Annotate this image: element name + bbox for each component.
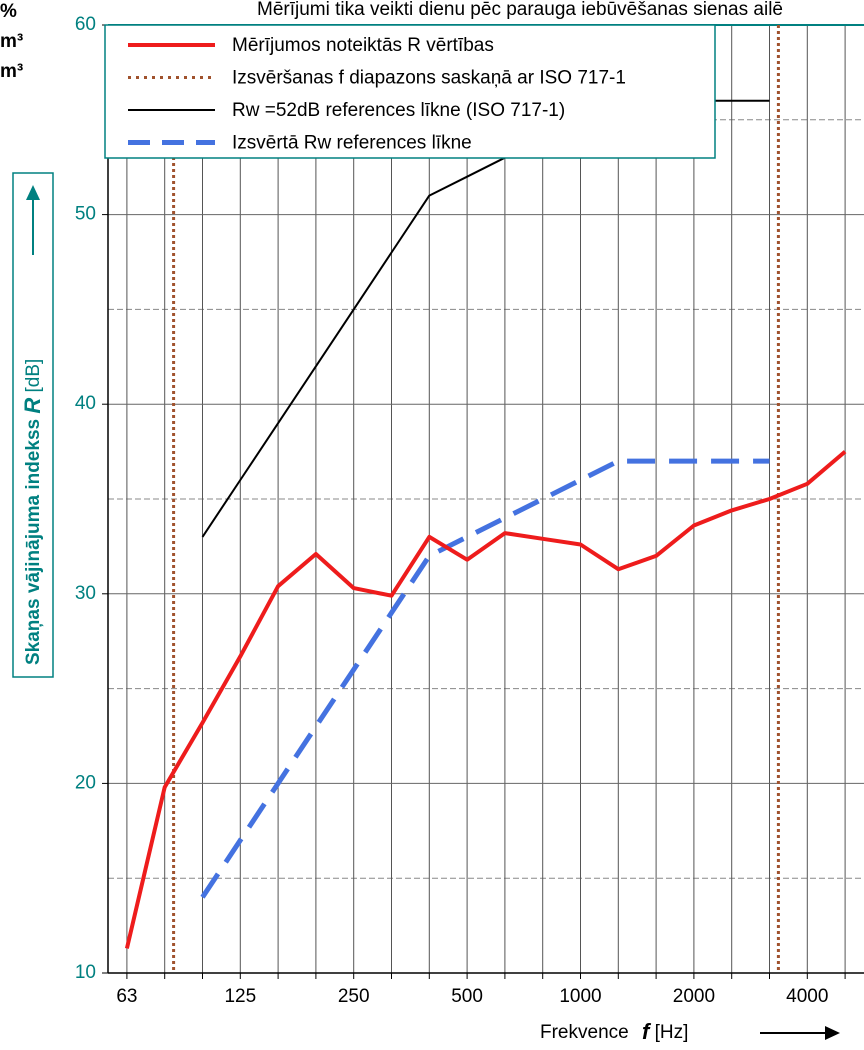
x-tick-label: 1000	[559, 986, 601, 1007]
y-label-arrowhead	[26, 185, 40, 200]
x-label-text: Frekvence	[540, 1022, 629, 1043]
corner-note: m³	[0, 31, 23, 52]
legend-box	[104, 24, 716, 159]
corner-note: m³	[0, 61, 23, 82]
y-tick-label: 10	[75, 962, 96, 983]
x-label-arrowhead	[825, 1026, 840, 1040]
x-tick-label: 125	[224, 986, 256, 1007]
series-line	[200, 458, 770, 899]
x-tick-label: 63	[116, 986, 137, 1007]
y-label-unit: [dB]	[23, 359, 44, 393]
series-line	[124, 450, 847, 949]
legend: Mērījumos noteiktās R vērtības Izsvēršana…	[104, 24, 716, 159]
x-tick-label: 4000	[786, 986, 828, 1007]
y-tick-label: 60	[75, 14, 96, 35]
y-tick-label: 40	[75, 393, 96, 414]
x-tick-label: 2000	[673, 986, 715, 1007]
legend-label: Izsvērtā Rw references līkne	[232, 133, 472, 154]
x-label-symbol: f	[642, 1019, 652, 1044]
y-tick-label: 50	[75, 204, 96, 225]
x-axis-label: Frekvence f [Hz]	[540, 1019, 840, 1044]
legend-label: Mērījumos noteiktās R vērtības	[232, 35, 494, 56]
y-label-box	[12, 172, 54, 678]
grid	[108, 24, 864, 974]
x-label: Frekvence f [Hz]	[540, 1019, 688, 1044]
y-label-symbol: R	[20, 398, 45, 414]
corner-note: %	[0, 1, 17, 22]
x-label-unit: [Hz]	[655, 1022, 689, 1043]
y-label-text: Skaņas vājinājuma indekss	[23, 419, 44, 665]
series-line	[201, 99, 770, 538]
y-axis-label: Skaņas vājinājuma indekss R [dB]	[12, 172, 54, 678]
x-tick-label: 500	[451, 986, 483, 1007]
legend-label: Rw =52dB references līkne (ISO 717-1)	[232, 100, 565, 121]
y-label: Skaņas vājinājuma indekss R [dB]	[20, 359, 45, 665]
x-tick-label: 250	[338, 986, 370, 1007]
chart-title: Mērījumi tika veikti dienu pēc parauga i…	[257, 0, 783, 20]
y-tick-label: 20	[75, 772, 96, 793]
legend-label: Izsvēršanas f diapazons saskaņā ar ISO 7…	[232, 68, 626, 89]
y-tick-label: 30	[75, 583, 96, 604]
